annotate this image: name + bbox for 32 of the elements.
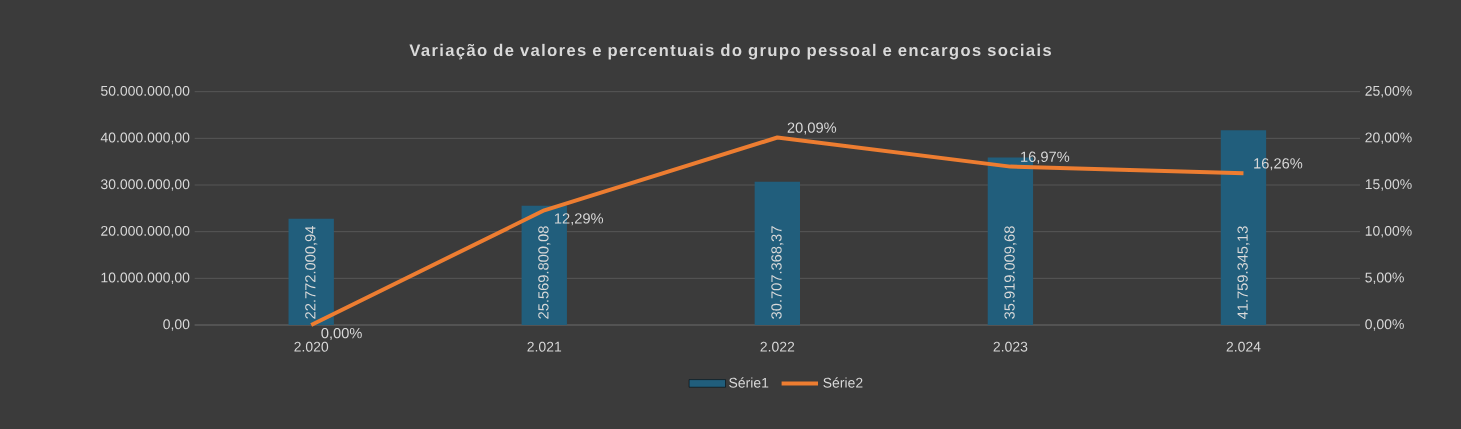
y-tick-label: 30.000.000,00 [100,179,190,191]
y2-tick-label: 0,00% [1365,319,1404,331]
x-tick-label: 2.024 [1226,341,1261,352]
y2-tick-label: 25,00% [1365,85,1412,98]
data-label: 30.707.368,37 [771,226,784,319]
chart-title: Variação de valores e percentuais do grupo pessoal e encargos sociais [409,43,1052,60]
data-label: 16,97% [1021,151,1070,164]
y2-tick-label: 20,00% [1365,132,1412,145]
bar [288,218,334,325]
data-label: 25.569.800,08 [538,226,551,319]
y-tick-label: 0,00 [163,319,190,331]
y-tick-label: 10.000.000,00 [101,272,190,285]
x-tick-label: 2.022 [760,341,795,352]
data-label: 22.772.000,94 [305,226,318,319]
data-label: 41.759.345,13 [1237,226,1250,320]
x-tick-label: 2.021 [527,341,562,352]
legend-label: Série1 [729,377,769,388]
x-tick-label: 2.023 [993,341,1028,352]
y2-tick-label: 10,00% [1365,225,1412,238]
y-tick-label: 40.000.000,00 [100,132,190,145]
y-tick-label: 20.000.000,00 [101,225,190,238]
y-tick-label: 50.000.000,00 [100,85,190,98]
data-label: 0,00% [321,327,362,341]
data-label: 35.919.009,68 [1004,226,1017,319]
y2-tick-label: 5,00% [1365,272,1404,285]
data-label: 16,26% [1254,158,1303,171]
bar [754,181,800,325]
x-tick-label: 2.020 [294,341,329,352]
data-label: 20,09% [787,122,837,135]
legend-label: Série2 [823,377,863,388]
data-label: 12,29% [554,213,604,226]
y2-tick-label: 15,00% [1365,179,1412,191]
